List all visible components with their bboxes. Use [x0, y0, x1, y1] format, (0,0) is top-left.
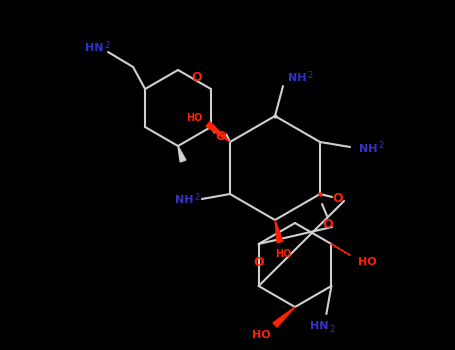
- Text: 2: 2: [194, 193, 200, 202]
- Text: O: O: [323, 217, 334, 231]
- Text: HO: HO: [252, 330, 270, 340]
- Text: NH: NH: [288, 73, 306, 83]
- Text: HO: HO: [186, 113, 202, 123]
- Polygon shape: [273, 307, 295, 327]
- Text: HO: HO: [358, 257, 377, 267]
- Polygon shape: [206, 122, 230, 142]
- Polygon shape: [178, 146, 186, 162]
- Text: 2: 2: [308, 70, 313, 79]
- Text: O: O: [215, 130, 226, 143]
- Text: NH: NH: [359, 144, 377, 154]
- Text: 2: 2: [330, 324, 335, 334]
- Text: 2: 2: [379, 141, 384, 150]
- Text: O: O: [253, 256, 264, 268]
- Text: O: O: [191, 71, 202, 84]
- Text: HN: HN: [310, 321, 329, 331]
- Polygon shape: [275, 220, 283, 243]
- Text: HO: HO: [275, 249, 291, 259]
- Text: NH: NH: [175, 195, 193, 205]
- Text: 2: 2: [105, 41, 110, 49]
- Text: HN: HN: [85, 43, 103, 53]
- Text: O: O: [333, 193, 344, 205]
